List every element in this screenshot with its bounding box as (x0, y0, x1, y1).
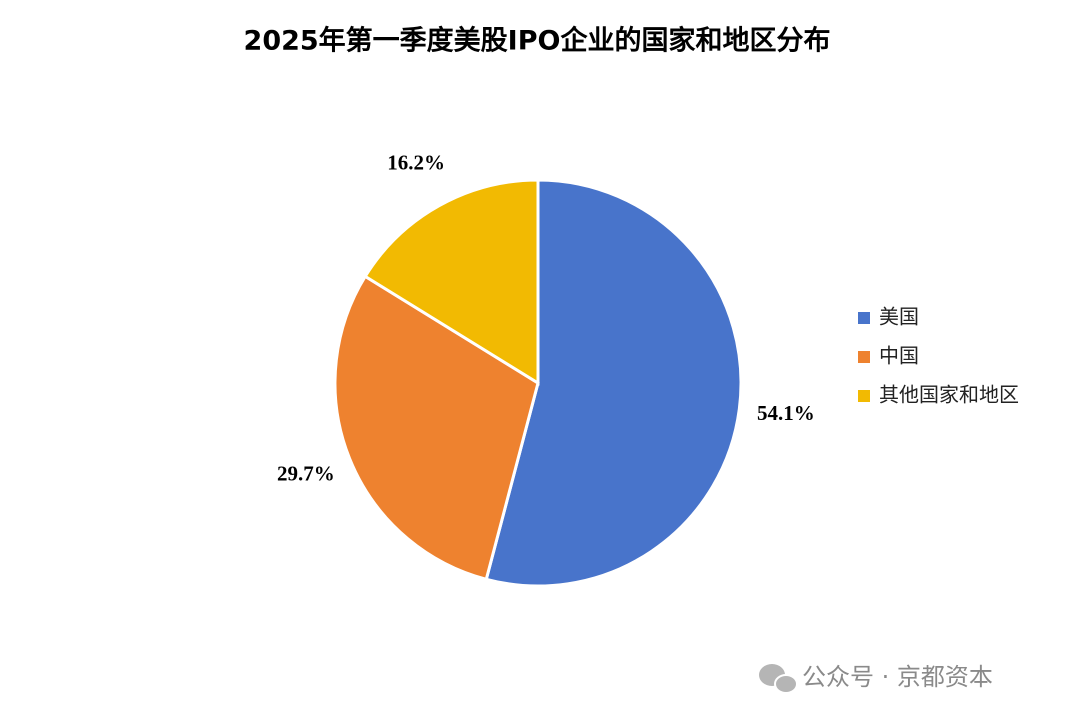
legend-label: 中国 (879, 344, 919, 368)
watermark: 公众号 · 京都资本 (802, 663, 993, 691)
legend-swatch (858, 312, 870, 324)
value-label: 54.1% (757, 401, 815, 425)
legend-swatch (858, 390, 870, 402)
chart-title: 2025年第一季度美股IPO企业的国家和地区分布 (244, 25, 831, 57)
pie-slice (363, 178, 540, 386)
pie-slice (484, 178, 743, 588)
value-label: 29.7% (277, 462, 335, 486)
value-label: 16.2% (387, 150, 445, 174)
legend-label: 美国 (879, 305, 919, 329)
legend-swatch (858, 351, 870, 363)
wechat-icon (759, 664, 798, 694)
legend-label: 其他国家和地区 (879, 383, 1019, 407)
